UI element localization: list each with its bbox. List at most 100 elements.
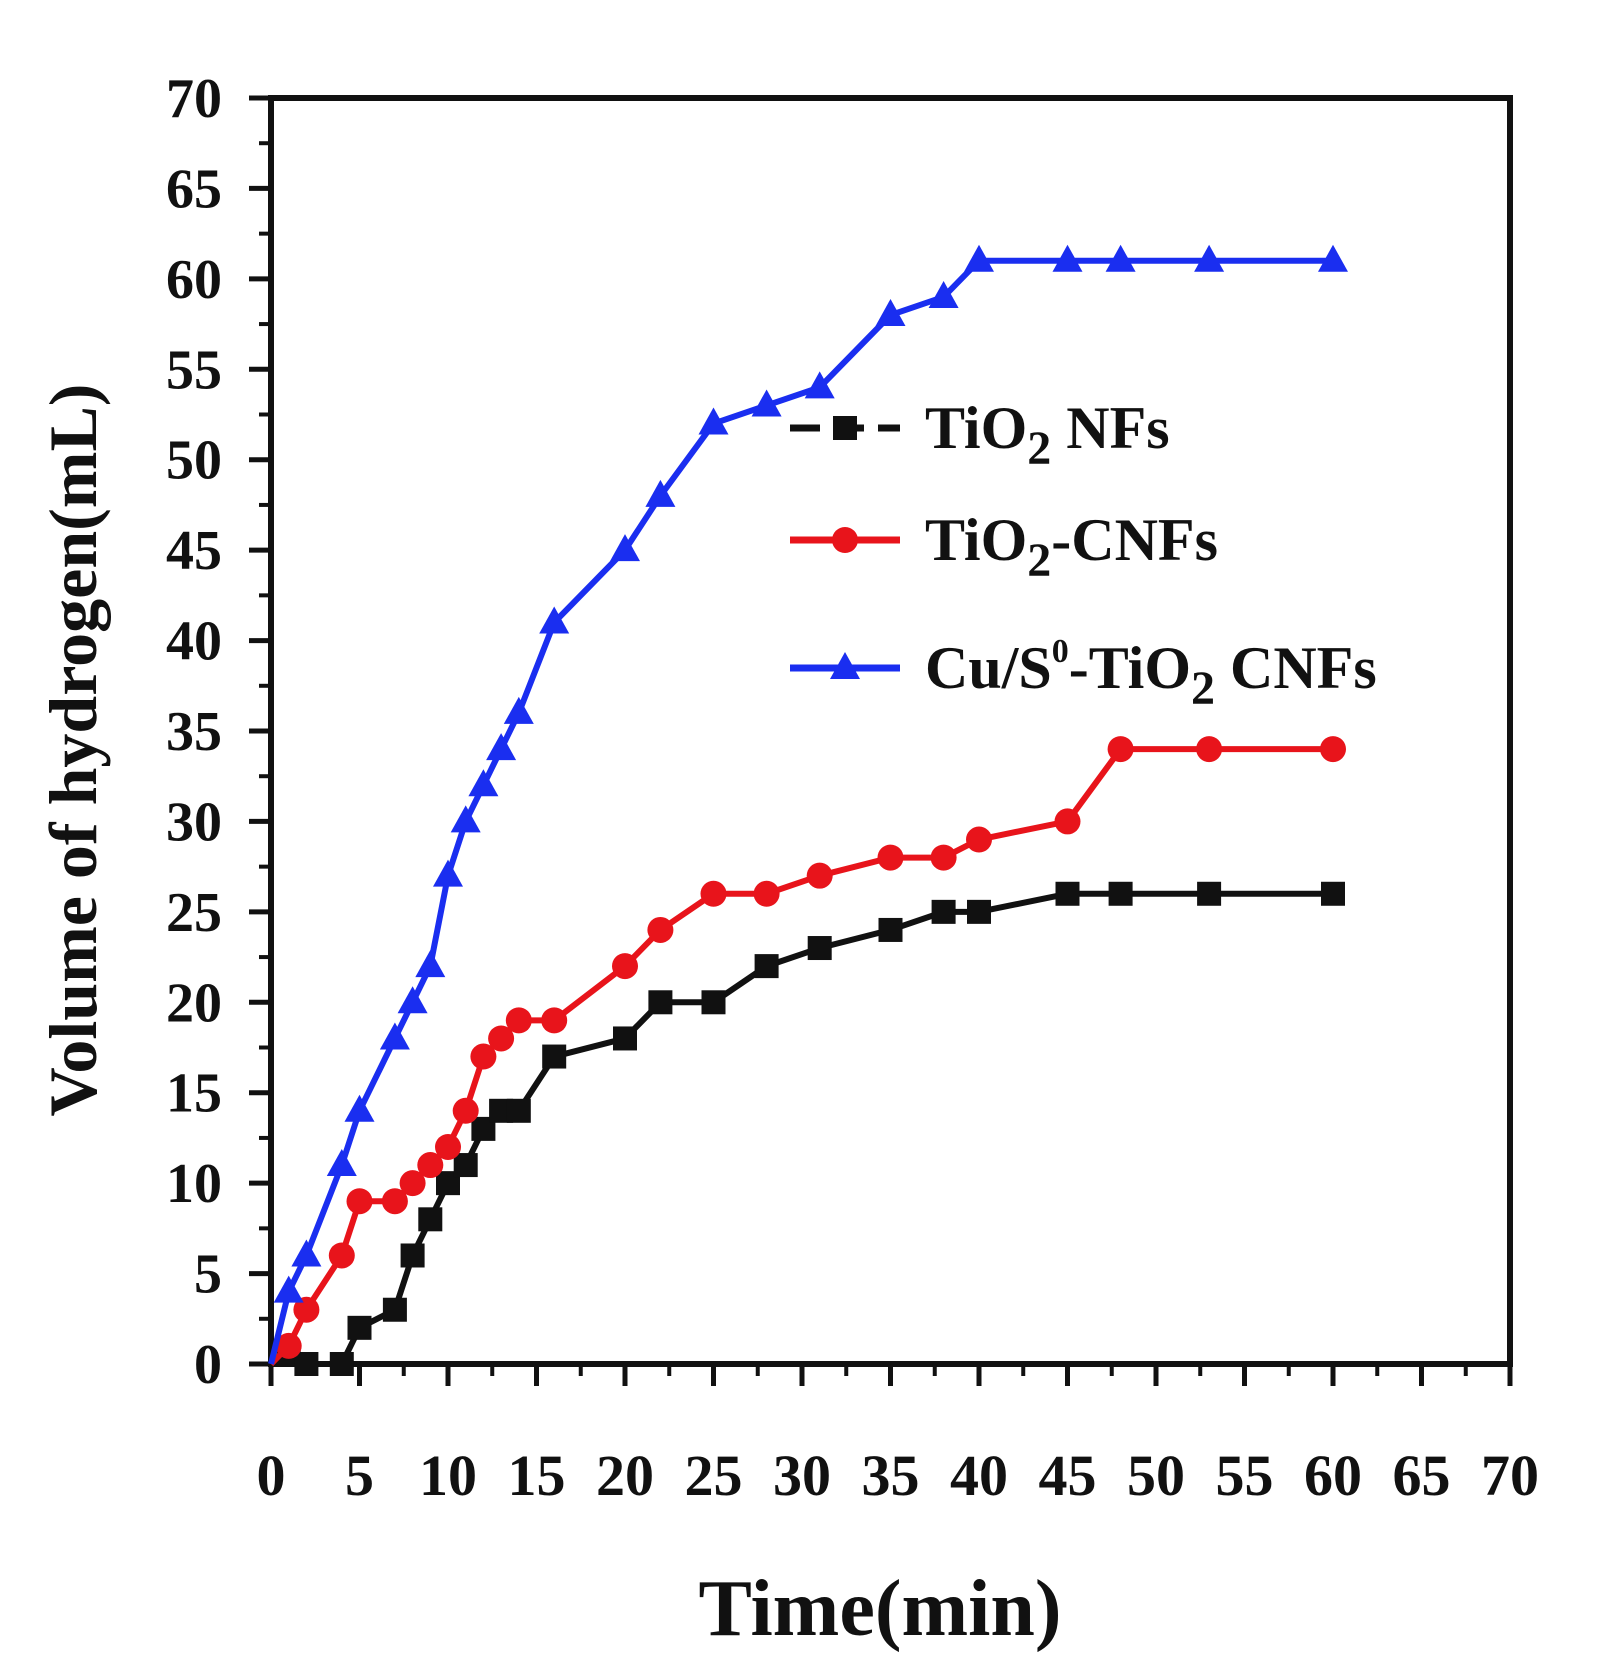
legend-entry-1: TiO2-CNFs <box>790 507 1218 587</box>
data-point <box>1054 808 1081 835</box>
axes <box>249 95 1513 1386</box>
data-point <box>417 1152 444 1179</box>
data-point <box>877 844 904 871</box>
data-point <box>293 1296 320 1323</box>
legend-swatch-marker <box>830 652 860 679</box>
data-point <box>1321 881 1345 906</box>
x-tick-label: 70 <box>1481 1443 1539 1508</box>
y-tick-label: 35 <box>166 701 222 763</box>
y-tick-label: 65 <box>166 158 222 220</box>
y-tick-label: 15 <box>166 1063 222 1125</box>
data-point <box>1105 244 1136 272</box>
data-point <box>645 479 676 507</box>
data-point <box>648 990 673 1015</box>
data-point <box>400 1243 425 1268</box>
data-point <box>435 1133 461 1160</box>
data-point <box>700 880 727 907</box>
legend-label: Cu/S0-TiO2 CNFs <box>925 633 1377 715</box>
series-line <box>268 746 1333 1367</box>
data-point <box>470 1043 497 1070</box>
data-point <box>344 1094 375 1122</box>
data-point <box>381 1188 408 1215</box>
data-point <box>326 1149 357 1177</box>
data-point <box>541 1007 568 1034</box>
data-point <box>804 371 835 399</box>
data-point <box>930 844 957 871</box>
data-point <box>613 1026 637 1051</box>
y-tick-label: 60 <box>166 249 222 311</box>
data-point <box>542 1044 567 1069</box>
data-point <box>294 1352 319 1376</box>
legend-label: TiO2-CNFs <box>925 507 1218 587</box>
y-tick-label: 50 <box>166 430 222 492</box>
legend-entry-0: TiO2 NFs <box>790 395 1170 475</box>
data-point <box>612 953 638 980</box>
data-point <box>1052 244 1083 272</box>
legend-label: TiO2 NFs <box>925 395 1170 475</box>
data-point <box>397 986 428 1014</box>
data-point <box>503 696 534 724</box>
y-tick-label: 25 <box>166 882 222 944</box>
data-point <box>539 606 570 634</box>
data-point <box>1196 736 1223 763</box>
data-point <box>329 1352 354 1376</box>
data-point <box>753 880 780 907</box>
y-tick-label: 45 <box>166 520 222 582</box>
y-tick-label: 70 <box>166 68 222 130</box>
data-point <box>1320 736 1346 763</box>
data-point <box>347 1315 372 1340</box>
data-point <box>486 733 517 761</box>
x-tick-label: 35 <box>862 1443 920 1508</box>
data-point <box>967 899 991 924</box>
data-point <box>418 1207 443 1232</box>
y-tick-label: 40 <box>166 611 222 673</box>
data-point <box>1318 244 1348 272</box>
data-point <box>415 950 446 978</box>
data-point <box>379 1022 410 1050</box>
y-tick-label: 10 <box>166 1153 222 1215</box>
x-tick-label: 5 <box>345 1443 374 1508</box>
data-point <box>807 936 832 961</box>
tick-labels: 0 5 10 15 20 25 30 35 40 45 50 55 60 65 70051015202530… <box>166 68 1539 1508</box>
data-point <box>610 534 640 562</box>
x-tick-label: 40 <box>950 1443 1008 1508</box>
x-tick-label: 60 <box>1304 1443 1362 1508</box>
y-tick-label: 5 <box>194 1244 222 1306</box>
data-point <box>291 1239 322 1267</box>
data-point <box>433 859 463 887</box>
data-point <box>964 244 994 272</box>
series-1 <box>268 736 1346 1367</box>
data-point <box>1108 881 1133 906</box>
legend: TiO2 NFs TiO2-CNFs Cu/S0-TiO2 CNFs <box>790 395 1377 715</box>
series-0 <box>269 881 1345 1376</box>
data-point <box>273 1275 304 1303</box>
data-point <box>468 769 499 797</box>
data-point <box>346 1188 373 1215</box>
series <box>268 244 1348 1376</box>
data-point <box>488 1025 515 1052</box>
y-tick-label: 30 <box>166 791 222 853</box>
y-tick-label: 55 <box>166 339 222 401</box>
data-point <box>452 1097 479 1124</box>
legend-swatch-marker <box>833 416 857 440</box>
data-point <box>751 389 782 417</box>
legend-swatch-marker <box>832 527 858 553</box>
data-point <box>453 1153 478 1178</box>
data-point <box>1055 881 1080 906</box>
x-tick-label: 0 <box>257 1443 286 1508</box>
data-point <box>1107 736 1134 763</box>
x-tick-label: 25 <box>685 1443 743 1508</box>
data-point <box>701 990 726 1015</box>
data-point <box>806 862 833 889</box>
data-point <box>450 805 481 833</box>
x-tick-label: 15 <box>508 1443 566 1508</box>
data-point <box>1197 881 1222 906</box>
x-tick-label: 65 <box>1393 1443 1451 1508</box>
data-point <box>506 1098 531 1123</box>
y-axis-label: Volume of hydrogen(mL) <box>35 384 111 1117</box>
x-tick-label: 20 <box>596 1443 654 1508</box>
x-tick-label: 45 <box>1039 1443 1097 1508</box>
x-tick-label: 10 <box>419 1443 477 1508</box>
y-tick-label: 20 <box>166 972 222 1034</box>
